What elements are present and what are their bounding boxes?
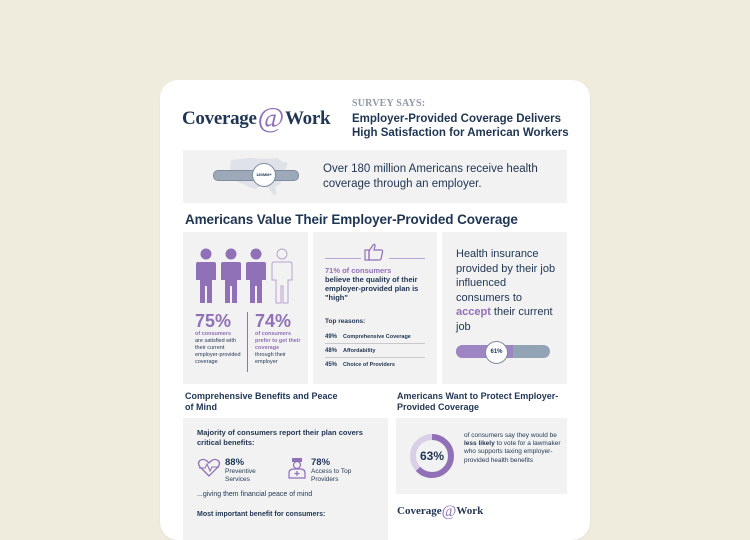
infographic-card: Coverage@Work SURVEY SAYS: Employer-Prov… <box>160 80 590 540</box>
donut-arc <box>410 434 454 478</box>
donut-63: 63% <box>408 432 456 480</box>
donut-label: 63% <box>419 449 445 463</box>
reason-label: Choice of Providers <box>343 362 395 368</box>
top-reasons-label: Top reasons: <box>325 318 366 325</box>
stat-prefer-text: of consumers prefer to get their coverag… <box>255 331 301 366</box>
benefits-title: Comprehensive Benefits and Peace of Mind <box>185 391 338 412</box>
job-text-after: their current job <box>456 306 553 333</box>
coverage-at-work-logo: Coverage@Work <box>182 102 331 135</box>
protect-text-bold: less likely <box>464 440 495 448</box>
logo-text-right: Work <box>285 108 331 129</box>
benefit-preventive-pct: 88% <box>225 457 245 468</box>
satisfaction-panel: 75% of consumers are satisfied with thei… <box>183 232 308 384</box>
reason-row: 48% Affordability <box>325 348 375 354</box>
job-influence-panel: Health insurance provided by their job i… <box>442 232 567 384</box>
reason-divider <box>325 343 425 344</box>
stat-divider <box>247 312 248 372</box>
protect-text-before: of consumers say they would be <box>464 432 557 439</box>
reason-pct: 45% <box>325 362 338 368</box>
banner-180-million: 180MM+ Over 180 million Americans receiv… <box>183 150 567 203</box>
survey-headline: Employer-Provided Coverage Delivers High… <box>352 113 569 139</box>
stat-satisfied-text: of consumers are satisfied with their cu… <box>195 331 243 366</box>
doctor-icon <box>288 458 306 479</box>
stat-satisfied-value: 75% <box>195 311 232 331</box>
section-title: Americans Value Their Employer-Provided … <box>185 212 518 227</box>
footer-logo-left: Coverage <box>397 505 442 517</box>
job-influence-text: Health insurance provided by their job i… <box>456 247 556 334</box>
stat-satisfied-rest: are satisfied with their current employe… <box>195 338 241 365</box>
benefit-providers-label: Access to Top Providers <box>311 468 352 483</box>
person-icon <box>246 248 266 303</box>
quality-stat-rest: believe the quality of their employer-pr… <box>325 275 419 302</box>
quality-panel: 71% of consumers believe the quality of … <box>313 232 437 384</box>
survey-kicker: SURVEY SAYS: <box>352 98 426 109</box>
donut-chart <box>410 434 454 478</box>
stat-prefer-bold: of consumers prefer to get their coverag… <box>255 331 301 351</box>
reason-label: Comprehensive Coverage <box>343 334 411 340</box>
benefits-panel: Majority of consumers report their plan … <box>183 418 388 540</box>
heartbeat-icon <box>197 458 221 477</box>
most-important-benefit-label: Most important benefit for consumers: <box>197 511 326 518</box>
stat-prefer-rest: through their employer <box>255 352 286 365</box>
person-icon <box>196 248 216 303</box>
benefits-intro: Majority of consumers report their plan … <box>197 428 363 447</box>
peace-of-mind-text: ...giving them financial peace of mind <box>197 491 313 498</box>
job-slider-knob: 61% <box>485 341 508 364</box>
benefit-providers-pct: 78% <box>311 457 331 468</box>
stat-prefer-value: 74% <box>255 311 292 331</box>
reason-row: 45% Choice of Providers <box>325 362 395 368</box>
footer-logo-at: @ <box>441 503 457 520</box>
logo-at-symbol: @ <box>257 102 285 134</box>
thumbs-up-icon <box>364 243 384 261</box>
quality-divider-right <box>389 258 425 259</box>
quality-divider-left <box>325 258 361 259</box>
banner-text: Over 180 million Americans receive healt… <box>323 163 538 190</box>
person-outline-icon <box>271 248 293 304</box>
protect-panel: 63% of consumers say they would be less … <box>396 418 567 494</box>
footer-logo-right: Work <box>456 505 484 517</box>
footer-logo: Coverage@Work <box>397 503 483 521</box>
benefit-preventive-label: Preventive Services <box>225 468 256 483</box>
quality-stat-pct: 71% of consumers <box>325 266 392 275</box>
reason-divider <box>325 357 425 358</box>
reason-row: 49% Comprehensive Coverage <box>325 334 411 340</box>
person-icon <box>221 248 241 303</box>
logo-text-left: Coverage <box>182 108 257 129</box>
reason-label: Affordability <box>343 348 376 354</box>
job-text-accent: accept <box>456 306 491 318</box>
protect-text-after: to vote for a lawmaker who supports taxi… <box>464 440 561 464</box>
reason-pct: 49% <box>325 334 338 340</box>
protect-title: Americans Want to Protect Employer-Provi… <box>397 391 559 412</box>
stat-satisfied-bold: of consumers <box>195 331 232 337</box>
protect-text: of consumers say they would be less like… <box>464 432 562 465</box>
job-text-before: Health insurance provided by their job i… <box>456 248 556 304</box>
survey-header: SURVEY SAYS: Employer-Provided Coverage … <box>352 98 582 140</box>
reason-pct: 48% <box>325 348 338 354</box>
banner-slider-knob: 180MM+ <box>252 163 276 187</box>
quality-stat: 71% of consumers believe the quality of … <box>325 266 430 302</box>
